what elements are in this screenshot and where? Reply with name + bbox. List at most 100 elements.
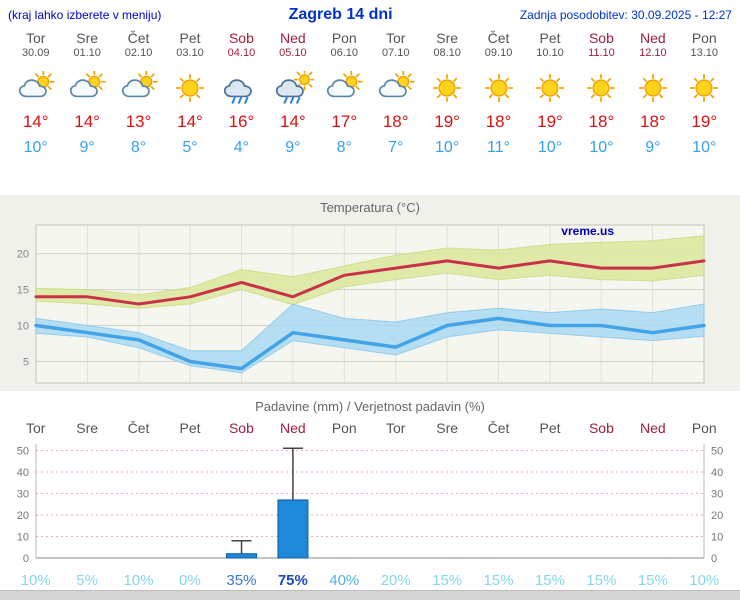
precip-day-label: Pet [179, 420, 201, 436]
precip-probability: 35% [226, 572, 257, 589]
forecast-day[interactable]: Pet 10.10 19° 10° [524, 30, 575, 157]
svg-text:40: 40 [17, 467, 29, 479]
high-temp: 16° [228, 112, 255, 131]
precip-probability: 15% [483, 572, 514, 589]
forecast-day[interactable]: Sre 08.10 19° 10° [421, 30, 472, 157]
day-name: Sre [76, 30, 99, 46]
day-date: 04.10 [227, 47, 256, 59]
day-date: 05.10 [279, 47, 307, 59]
low-temp: 7° [388, 139, 404, 156]
precip-probability: 5% [76, 572, 98, 589]
day-date: 08.10 [433, 47, 461, 59]
day-name: Pet [539, 30, 561, 46]
forecast-day[interactable]: Ned 05.10 14° 9° [267, 30, 318, 157]
high-temp: 18° [485, 112, 512, 131]
day-date: 30.09 [21, 47, 50, 59]
day-name: Pet [179, 30, 201, 46]
precip-day-label: Pon [331, 420, 357, 436]
precipitation-probability-row: 10% 5% 10% 0% 35% 75% 40% 20% 15% 15% 15% 15% 15% 10% [0, 572, 740, 589]
high-temp: 19° [691, 112, 718, 131]
precip-day-label: Sob [228, 420, 254, 436]
high-temp: 17° [331, 112, 358, 131]
sun-icon [473, 67, 524, 107]
svg-text:10: 10 [711, 531, 723, 543]
low-temp: 4° [233, 139, 250, 156]
brand-watermark: vreme.us [561, 224, 614, 238]
svg-text:0: 0 [23, 553, 29, 565]
high-temp: 19° [537, 112, 563, 131]
low-temp: 9° [645, 139, 661, 156]
forecast-day[interactable]: Sob 11.10 18° 10° [576, 30, 627, 157]
forecast-day[interactable]: Pon 06.10 17° 8° [319, 30, 370, 157]
header: (kraj lahko izberete v meniju) Zagreb 14… [0, 0, 740, 24]
forecast-day[interactable]: Čet 09.10 18° 11° [473, 30, 524, 157]
precip-probability: 15% [637, 572, 668, 589]
horizontal-scrollbar[interactable] [0, 590, 740, 600]
precip-day-label: Sre [76, 420, 99, 436]
day-name: Tor [385, 30, 406, 46]
precip-day-label: Pet [539, 420, 561, 436]
low-temp: 8° [130, 139, 147, 156]
forecast-day[interactable]: Tor 07.10 18° 7° [370, 30, 421, 157]
svg-text:20: 20 [711, 510, 723, 522]
low-temp: 8° [336, 139, 352, 156]
svg-text:30: 30 [711, 488, 723, 500]
forecast-strip: Tor 30.09 14° 10° Sre 01.10 14° 9° Čet 02.10 13° 8°… [0, 24, 740, 157]
precipitation-chart-canvas: 0 0 10 10 20 20 30 30 40 40 50 50 [17, 444, 723, 565]
svg-text:0: 0 [711, 553, 717, 565]
day-date: 02.10 [124, 47, 153, 59]
day-date: 03.10 [176, 47, 204, 59]
day-name: Sob [588, 30, 614, 46]
svg-text:20: 20 [17, 249, 29, 261]
day-date: 01.10 [73, 47, 101, 59]
forecast-day[interactable]: Tor 30.09 14° 10° [10, 30, 61, 157]
high-temp: 18° [382, 112, 409, 131]
high-temp: 14° [177, 112, 203, 131]
svg-text:20: 20 [17, 510, 29, 522]
forecast-day[interactable]: Čet 02.10 13° 8° [113, 30, 164, 157]
precip-probability: 10% [689, 572, 720, 589]
precip-probability: 20% [380, 572, 411, 589]
high-temp: 18° [588, 112, 615, 131]
forecast-day[interactable]: Ned 12.10 18° 9° [627, 30, 678, 157]
day-name: Čet [127, 30, 150, 46]
precip-day-label: Pon [691, 420, 717, 436]
day-name: Pon [331, 30, 357, 46]
day-date: 11.10 [588, 47, 615, 59]
svg-text:15: 15 [17, 285, 29, 297]
day-date: 07.10 [381, 47, 410, 59]
low-temp: 10° [692, 139, 717, 156]
day-name: Ned [640, 30, 666, 46]
precip-day-label: Sre [436, 420, 459, 436]
day-name: Tor [25, 30, 46, 46]
sun-icon [164, 67, 215, 107]
cloud-sun-icon [319, 67, 370, 107]
day-date: 09.10 [484, 47, 513, 59]
svg-text:10: 10 [17, 321, 29, 333]
page-title: Zagreb 14 dni [288, 6, 393, 23]
forecast-day[interactable]: Sob 04.10 16° 4° [216, 30, 267, 157]
day-name: Sob [228, 30, 254, 46]
forecast-day[interactable]: Sre 01.10 14° 9° [61, 30, 112, 157]
forecast-day[interactable]: Pet 03.10 14° 5° [164, 30, 215, 157]
temperature-chart-canvas: 5 10 15 20 [17, 224, 706, 384]
forecast-day[interactable]: Pon 13.10 19° 10° [679, 30, 730, 157]
high-temp: 14° [74, 112, 100, 131]
low-temp: 9° [285, 139, 301, 156]
last-update: Zadnja posodobitev: 30.09.2025 - 12:27 [519, 8, 732, 22]
cloud-sun-icon [10, 67, 61, 107]
svg-text:5: 5 [23, 356, 29, 368]
svg-text:40: 40 [711, 467, 723, 479]
temperature-chart: Temperatura (°C) vreme.us 5 10 15 20 [0, 195, 740, 391]
precip-day-label: Sob [588, 420, 614, 436]
sun-icon [524, 67, 575, 107]
low-temp: 10° [589, 139, 614, 156]
precip-day-label: Čet [487, 420, 510, 436]
rain-sun-icon [267, 67, 318, 107]
low-temp: 10° [23, 139, 48, 156]
day-name: Pon [691, 30, 717, 46]
high-temp: 14° [279, 112, 306, 131]
precip-probability: 10% [123, 572, 154, 589]
precip-probability: 0% [179, 572, 201, 589]
low-temp: 10° [435, 139, 460, 156]
